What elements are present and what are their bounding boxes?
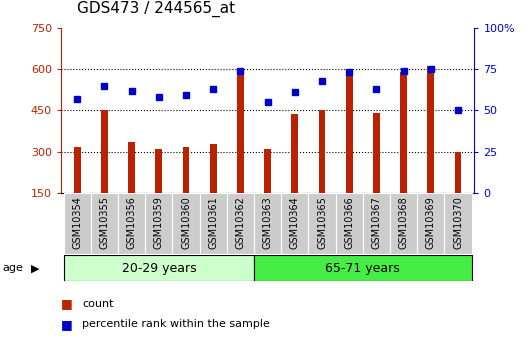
Bar [101,110,108,193]
Text: GSM10366: GSM10366 [344,196,354,249]
Bar [335,193,363,254]
Bar [91,193,118,254]
Bar [455,152,462,193]
Text: GSM10359: GSM10359 [154,196,164,249]
Bar [145,193,172,254]
Text: GSM10356: GSM10356 [127,196,137,249]
Bar [183,147,189,193]
Text: ■: ■ [61,318,73,331]
Text: GSM10362: GSM10362 [235,196,245,249]
Bar [346,73,352,193]
Text: GSM10369: GSM10369 [426,196,436,249]
Bar [319,110,325,193]
Text: 20-29 years: 20-29 years [121,262,196,275]
Bar [74,147,81,193]
Text: GSM10364: GSM10364 [290,196,300,249]
Bar [390,193,417,254]
Text: age: age [3,263,23,273]
Bar [254,255,472,281]
Bar [128,142,135,193]
Bar [210,144,217,193]
Text: GSM10368: GSM10368 [399,196,409,249]
Text: ■: ■ [61,297,73,310]
Bar [155,149,162,193]
Bar [400,72,407,193]
Text: 65-71 years: 65-71 years [325,262,400,275]
Bar [445,193,472,254]
Text: GSM10355: GSM10355 [100,196,110,249]
Bar [264,149,271,193]
Text: GSM10370: GSM10370 [453,196,463,249]
Bar [227,193,254,254]
Bar [64,255,254,281]
Text: GSM10365: GSM10365 [317,196,327,249]
Bar [172,193,200,254]
Bar [254,193,281,254]
Text: GSM10360: GSM10360 [181,196,191,249]
Text: GSM10361: GSM10361 [208,196,218,249]
Text: GSM10367: GSM10367 [372,196,382,249]
Bar [64,193,91,254]
Bar [427,66,434,193]
Bar [237,69,244,193]
Text: GSM10363: GSM10363 [263,196,272,249]
Text: ▶: ▶ [31,263,39,273]
Bar [373,113,380,193]
Text: count: count [82,299,113,308]
Bar [118,193,145,254]
Bar [363,193,390,254]
Bar [292,114,298,193]
Bar [281,193,308,254]
Text: percentile rank within the sample: percentile rank within the sample [82,319,270,329]
Bar [200,193,227,254]
Bar [417,193,445,254]
Text: GSM10354: GSM10354 [72,196,82,249]
Bar [308,193,335,254]
Text: GDS473 / 244565_at: GDS473 / 244565_at [77,1,235,17]
